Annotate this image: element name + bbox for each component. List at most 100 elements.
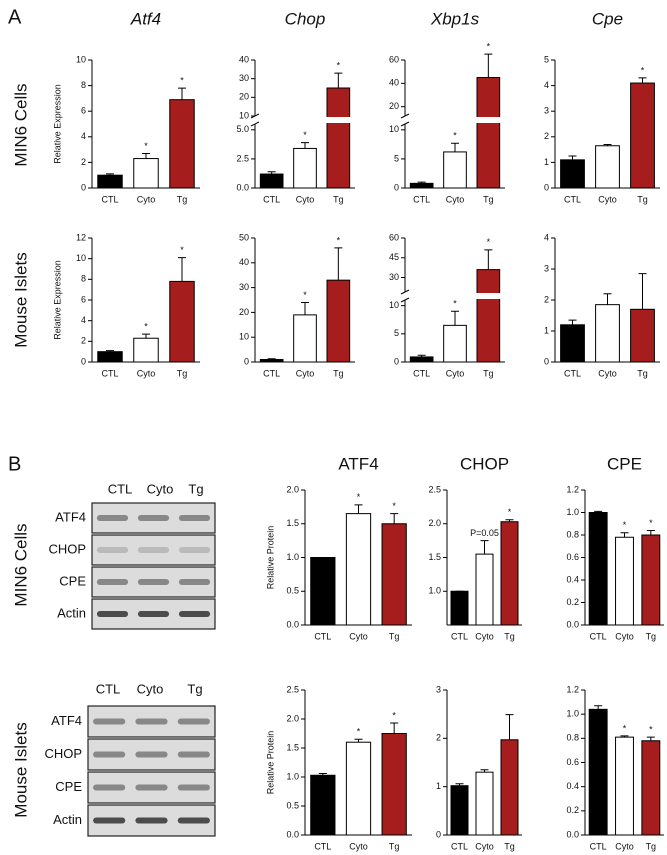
blot-band	[93, 817, 126, 824]
x-tick-label: Tg	[483, 194, 494, 204]
x-tick-label: CTL	[590, 631, 607, 641]
error-bar	[354, 738, 363, 743]
y-tick-label: 10	[239, 332, 249, 342]
error-bar	[354, 504, 363, 514]
x-tick-label: CTL	[451, 841, 468, 851]
y-tick-label: 30	[239, 73, 249, 83]
significance-label: *	[337, 235, 341, 245]
x-tick-label: Cyto	[296, 194, 315, 204]
bar	[450, 590, 469, 626]
y-tick-label: 5	[394, 153, 399, 163]
significance-label: *	[641, 65, 645, 75]
y-tick-label: 2	[436, 733, 441, 743]
error-bar	[620, 532, 629, 538]
bar	[630, 308, 655, 363]
bar	[588, 512, 608, 626]
blot-band	[177, 817, 210, 824]
error-bar	[568, 155, 577, 160]
lane-label: CTL	[96, 681, 121, 696]
blot-row-label: CHOP	[44, 746, 82, 761]
y-tick-label: 2.5	[286, 684, 299, 694]
x-tick-label: Cyto	[349, 841, 368, 851]
blot-band	[96, 611, 129, 617]
bar	[595, 145, 620, 189]
chart-title: Cpe	[592, 9, 623, 28]
y-tick-label: 5.0	[236, 124, 249, 134]
x-tick-label: Tg	[389, 841, 400, 851]
y-tick-label: 1	[544, 325, 549, 335]
significance-label: *	[392, 501, 396, 511]
y-tick-label: 0.5	[286, 800, 299, 810]
y-tick-label: 0.0	[286, 829, 299, 839]
panel-label: B	[8, 453, 21, 475]
row-label: MIN6 Cells	[11, 523, 30, 606]
y-tick-label: 6	[81, 294, 86, 304]
x-tick-label: Cyto	[615, 841, 634, 851]
x-tick-label: Tg	[637, 194, 648, 204]
y-tick-label: 10	[76, 253, 86, 263]
y-tick-label: 10	[389, 124, 399, 134]
blot-band	[178, 547, 211, 553]
bar	[97, 174, 123, 189]
error-bar	[301, 301, 309, 315]
blot-band	[93, 784, 126, 791]
row-label: MIN6 Cells	[11, 83, 30, 166]
x-tick-label: Cyto	[475, 631, 494, 641]
lane-label: Cyto	[137, 681, 164, 696]
y-axis	[400, 60, 410, 188]
error-bar	[638, 77, 647, 84]
blot-row-label: Actin	[53, 812, 82, 827]
error-bar	[106, 350, 114, 352]
error-bar	[455, 783, 464, 786]
significance-label: *	[623, 723, 627, 733]
panel-label: A	[8, 6, 22, 28]
y-tick-label: 45	[389, 252, 399, 262]
x-tick-label: Tg	[333, 194, 344, 204]
error-bar	[603, 293, 612, 305]
chart-title: CHOP	[460, 454, 509, 473]
x-tick-label: Cyto	[598, 368, 617, 378]
bar	[259, 173, 284, 189]
y-tick-label: 0.0	[566, 619, 579, 629]
y-tick-label: 1.5	[286, 742, 299, 752]
y-tick-label: 0.4	[566, 781, 579, 791]
y-axis-label: Relative Expression	[52, 84, 62, 164]
error-bar	[178, 87, 186, 100]
x-tick-label: CTL	[564, 368, 581, 378]
bar	[630, 82, 655, 189]
y-tick-label: 10	[239, 110, 249, 120]
significance-label: *	[180, 76, 184, 86]
y-tick-label: 1.0	[286, 771, 299, 781]
blot-band	[178, 611, 211, 617]
bar	[409, 356, 434, 363]
blot-row-label: ATF4	[51, 713, 82, 728]
chart-title: ATF4	[338, 454, 378, 473]
blot-image	[91, 534, 216, 566]
y-tick-label: 1.2	[566, 684, 579, 694]
y-tick-label: 20	[389, 101, 399, 111]
y-tick-label: 0.5	[286, 586, 299, 596]
x-tick-label: Cyto	[615, 631, 634, 641]
y-tick-label: 1.0	[286, 552, 299, 562]
x-tick-label: Tg	[177, 194, 188, 204]
error-bar	[267, 171, 276, 175]
bar	[133, 337, 159, 363]
row-label: Mouse Islets	[11, 252, 30, 347]
x-tick-label: Tg	[333, 368, 344, 378]
y-tick-label: 2	[544, 294, 549, 304]
y-tick-label: 2.0	[286, 484, 299, 494]
y-tick-label: 40	[239, 54, 249, 64]
error-bar	[417, 354, 426, 357]
bar	[293, 314, 317, 363]
blot-band	[135, 817, 168, 824]
error-bar	[603, 143, 612, 146]
y-tick-label: 30	[239, 282, 249, 292]
bar	[500, 739, 519, 836]
bar	[169, 280, 195, 363]
error-bar	[451, 142, 459, 152]
blot-band	[96, 515, 129, 521]
error-bar	[505, 714, 514, 740]
blot-band	[135, 718, 168, 725]
x-tick-label: CTL	[314, 841, 331, 851]
